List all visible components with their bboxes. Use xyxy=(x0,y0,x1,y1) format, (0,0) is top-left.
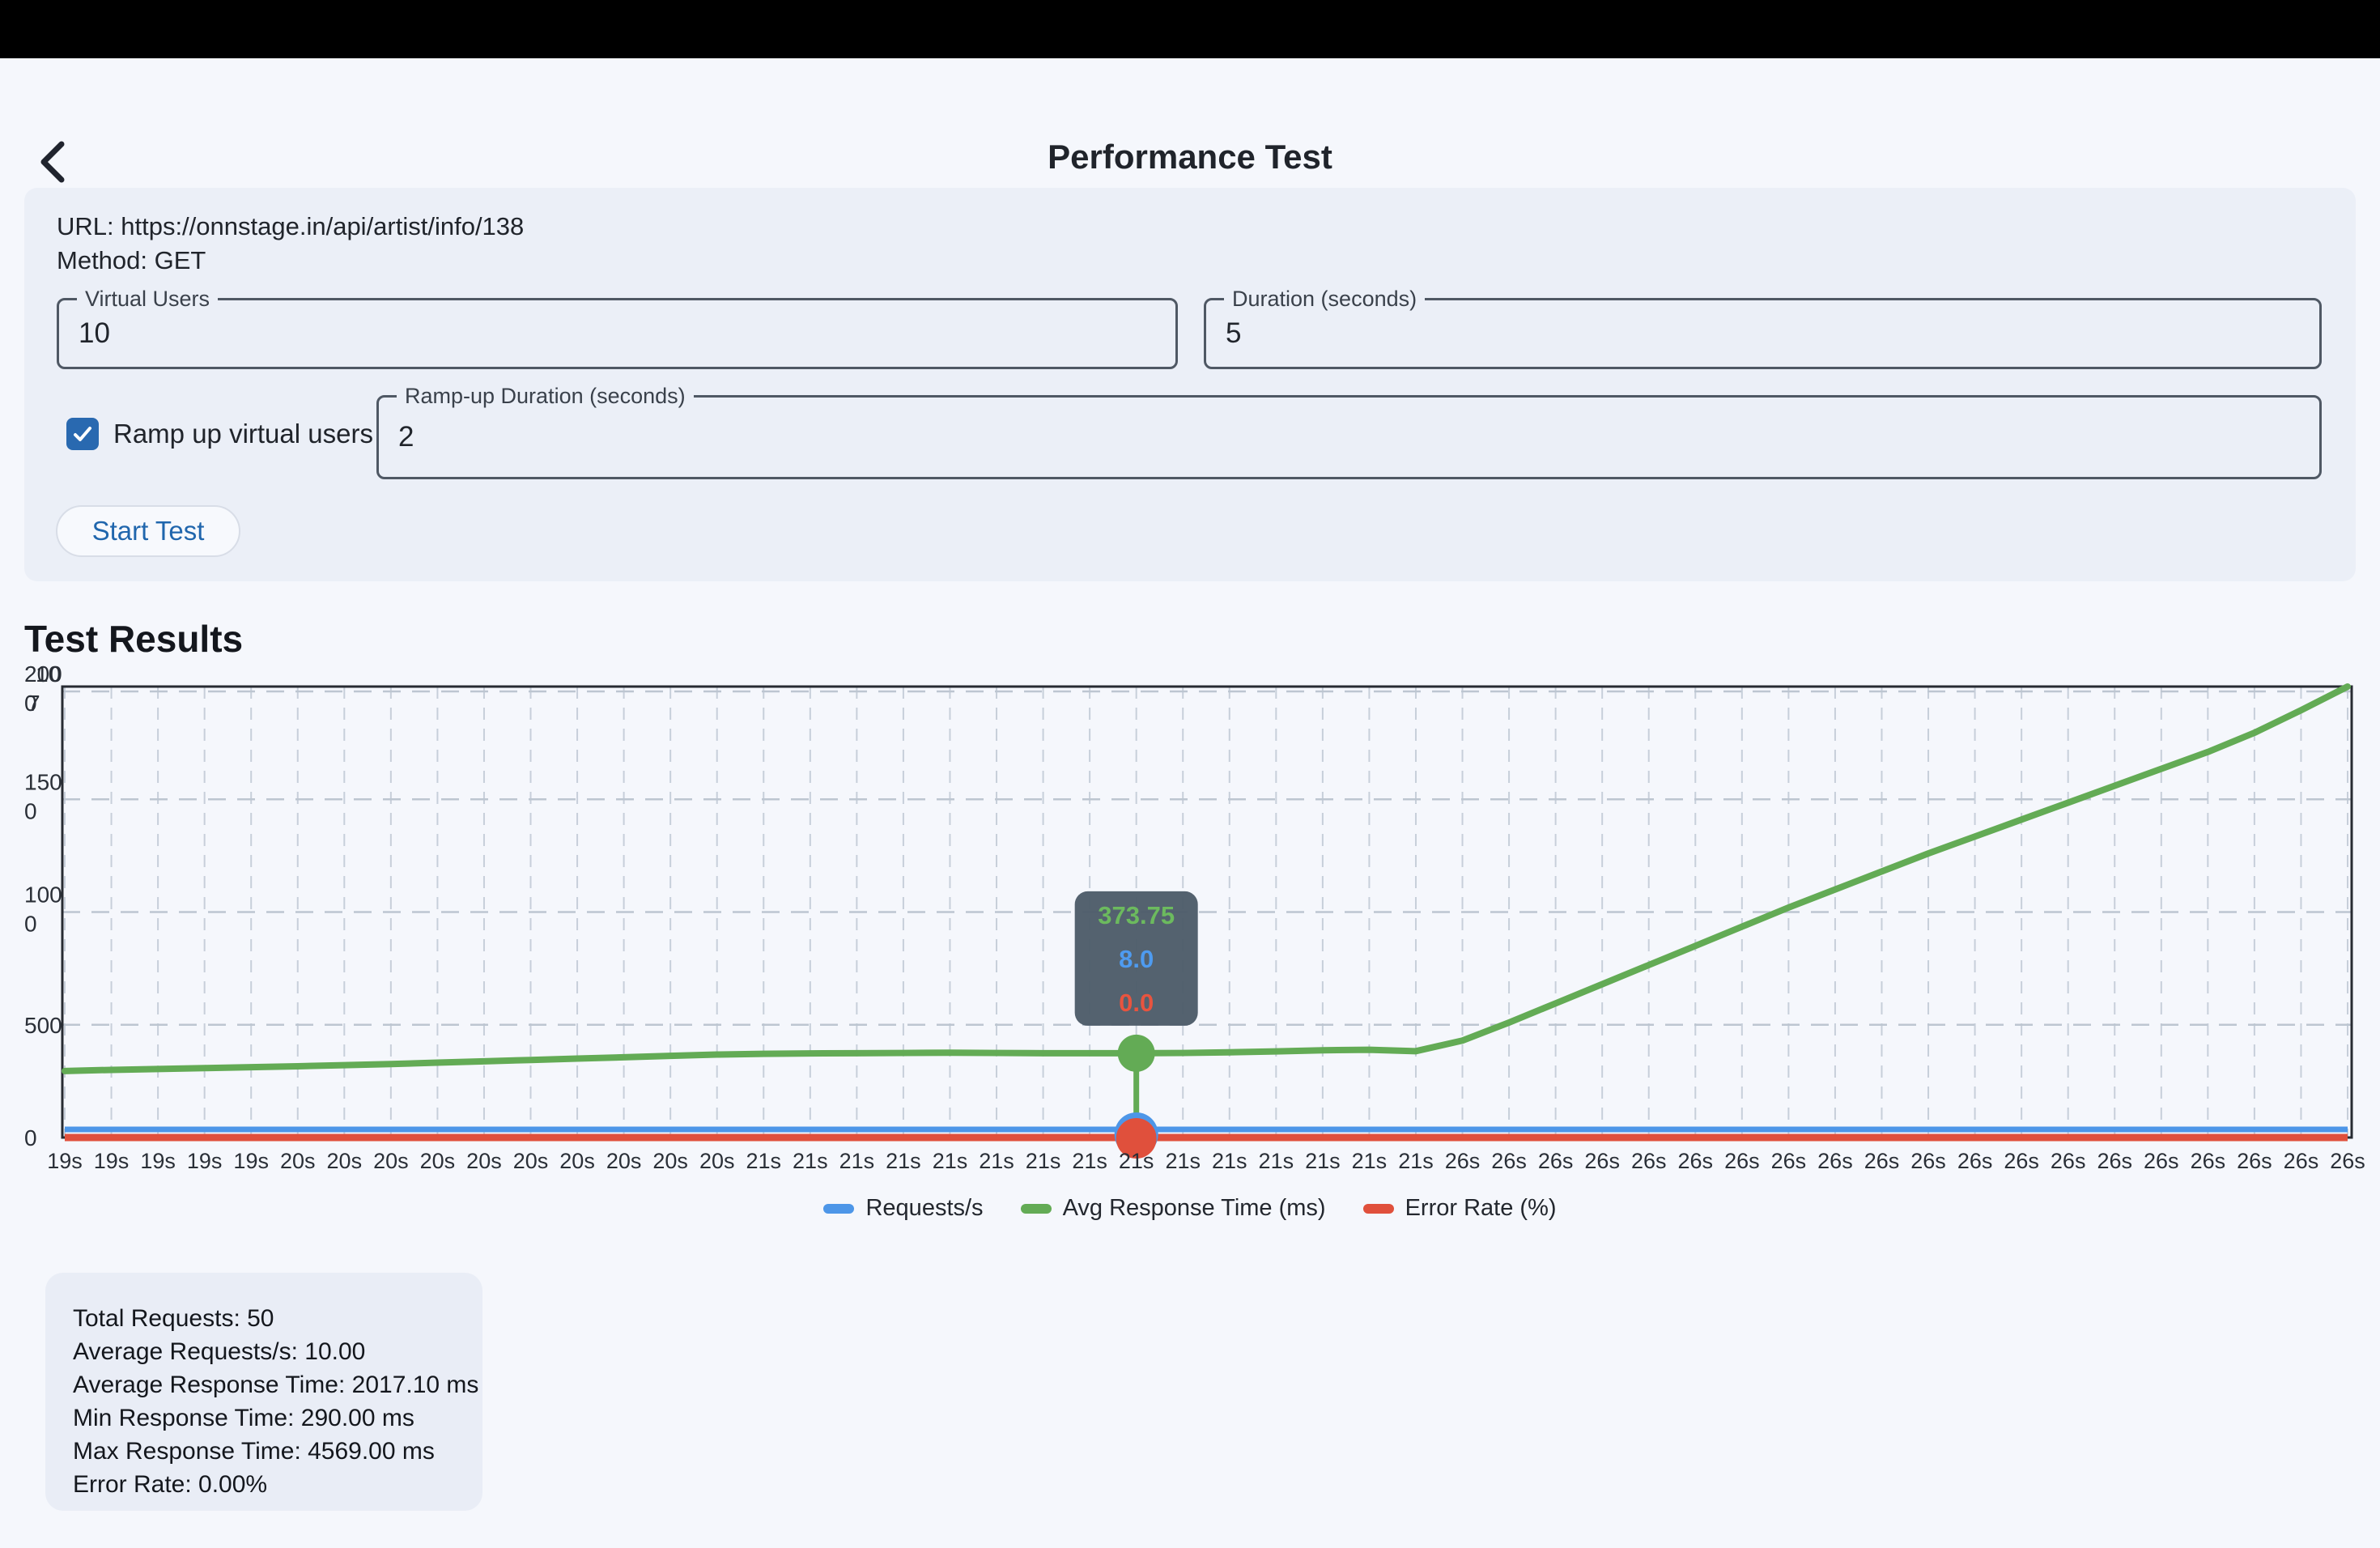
svg-text:0: 0 xyxy=(24,912,37,937)
svg-text:20s: 20s xyxy=(606,1149,642,1173)
svg-text:26s: 26s xyxy=(2004,1149,2039,1173)
svg-text:21s: 21s xyxy=(979,1149,1014,1173)
svg-text:20s: 20s xyxy=(373,1149,409,1173)
duration-input[interactable] xyxy=(1226,300,2300,367)
legend-item-error-rate: Error Rate (%) xyxy=(1362,1195,1557,1222)
total-requests: Total Requests: 50 xyxy=(73,1305,274,1332)
svg-text:20s: 20s xyxy=(327,1149,363,1173)
svg-text:10: 10 xyxy=(36,661,61,687)
chart-legend: Requests/s Avg Response Time (ms) Error … xyxy=(0,1195,2380,1222)
method-text: Method: GET xyxy=(57,246,206,274)
response-time-swatch-icon xyxy=(1020,1203,1052,1214)
svg-text:0.0: 0.0 xyxy=(1119,989,1154,1017)
svg-text:0: 0 xyxy=(24,1125,37,1150)
svg-text:26s: 26s xyxy=(1631,1149,1667,1173)
svg-text:26s: 26s xyxy=(1864,1149,1900,1173)
app-bar: Performance Test xyxy=(0,58,2380,183)
test-summary-box: Total Requests: 50 Average Requests/s: 1… xyxy=(45,1273,482,1511)
svg-text:7: 7 xyxy=(28,691,40,716)
test-config-card: URL: https://onnstage.in/api/artist/info… xyxy=(24,188,2356,581)
svg-text:0: 0 xyxy=(24,798,37,823)
svg-text:21s: 21s xyxy=(933,1149,968,1173)
back-icon[interactable] xyxy=(29,133,81,191)
svg-text:26s: 26s xyxy=(2097,1149,2132,1173)
svg-text:26s: 26s xyxy=(2330,1149,2365,1173)
svg-text:200: 200 xyxy=(24,661,62,687)
svg-text:20s: 20s xyxy=(559,1149,595,1173)
svg-text:21s: 21s xyxy=(1259,1149,1294,1173)
ramp-up-duration-field: Ramp-up Duration (seconds) xyxy=(376,384,2322,479)
svg-text:100: 100 xyxy=(24,882,62,908)
svg-text:21s: 21s xyxy=(1072,1149,1107,1173)
svg-text:8.0: 8.0 xyxy=(1119,945,1154,973)
status-bar xyxy=(0,0,2380,58)
svg-text:20s: 20s xyxy=(513,1149,549,1173)
svg-text:19s: 19s xyxy=(233,1149,269,1173)
svg-text:26s: 26s xyxy=(2191,1149,2226,1173)
svg-text:21s: 21s xyxy=(1212,1149,1247,1173)
start-test-button[interactable]: Start Test xyxy=(56,505,240,557)
svg-text:21s: 21s xyxy=(886,1149,921,1173)
min-response-time: Min Response Time: 290.00 ms xyxy=(73,1405,414,1431)
svg-text:26s: 26s xyxy=(1957,1149,1993,1173)
svg-text:21s: 21s xyxy=(1305,1149,1341,1173)
svg-text:26s: 26s xyxy=(1771,1149,1807,1173)
requests-swatch-icon xyxy=(823,1203,855,1214)
svg-text:20s: 20s xyxy=(280,1149,316,1173)
virtual-users-field: Virtual Users xyxy=(57,287,1178,369)
average-response-time: Average Response Time: 2017.10 ms xyxy=(73,1372,479,1398)
error-rate-swatch-icon xyxy=(1362,1203,1394,1214)
svg-text:19s: 19s xyxy=(140,1149,176,1173)
svg-text:26s: 26s xyxy=(2051,1149,2086,1173)
svg-text:26s: 26s xyxy=(1724,1149,1760,1173)
max-response-time: Max Response Time: 4569.00 ms xyxy=(73,1438,435,1465)
svg-text:26s: 26s xyxy=(1910,1149,1946,1173)
svg-text:373.75: 373.75 xyxy=(1098,901,1175,929)
svg-text:26s: 26s xyxy=(1538,1149,1574,1173)
svg-text:19s: 19s xyxy=(47,1149,83,1173)
svg-text:26s: 26s xyxy=(1445,1149,1481,1173)
virtual-users-input[interactable] xyxy=(79,300,1156,367)
svg-text:21s: 21s xyxy=(746,1149,781,1173)
svg-text:21s: 21s xyxy=(793,1149,828,1173)
svg-text:150: 150 xyxy=(24,769,62,794)
legend-item-response-time: Avg Response Time (ms) xyxy=(1020,1195,1326,1222)
svg-text:21s: 21s xyxy=(839,1149,875,1173)
svg-text:20s: 20s xyxy=(466,1149,502,1173)
url-text: URL: https://onnstage.in/api/artist/info… xyxy=(57,212,525,240)
svg-text:20s: 20s xyxy=(420,1149,456,1173)
svg-text:21s: 21s xyxy=(1026,1149,1061,1173)
svg-text:0: 0 xyxy=(24,691,37,716)
svg-text:26s: 26s xyxy=(2144,1149,2179,1173)
svg-text:19s: 19s xyxy=(94,1149,130,1173)
ramp-up-checkbox-row: Ramp up virtual users xyxy=(66,418,373,450)
svg-text:20s: 20s xyxy=(652,1149,688,1173)
page-title: Performance Test xyxy=(1048,138,1332,176)
svg-text:20s: 20s xyxy=(699,1149,735,1173)
ramp-up-duration-input[interactable] xyxy=(398,398,2300,477)
duration-field: Duration (seconds) xyxy=(1204,287,2322,369)
test-results-heading: Test Results xyxy=(24,618,244,660)
svg-text:26s: 26s xyxy=(2284,1149,2319,1173)
error-rate: Error Rate: 0.00% xyxy=(73,1471,268,1498)
svg-text:26s: 26s xyxy=(1678,1149,1714,1173)
virtual-users-label: Virtual Users xyxy=(77,287,219,312)
svg-text:26s: 26s xyxy=(1817,1149,1853,1173)
check-icon xyxy=(74,427,91,441)
average-requests: Average Requests/s: 10.00 xyxy=(73,1338,366,1365)
ramp-up-checkbox[interactable] xyxy=(66,418,99,450)
svg-text:26s: 26s xyxy=(2237,1149,2272,1173)
svg-text:19s: 19s xyxy=(187,1149,223,1173)
svg-text:21s: 21s xyxy=(1352,1149,1388,1173)
svg-text:26s: 26s xyxy=(1584,1149,1620,1173)
svg-text:21s: 21s xyxy=(1165,1149,1201,1173)
svg-text:26s: 26s xyxy=(1491,1149,1527,1173)
ramp-up-checkbox-label: Ramp up virtual users xyxy=(113,419,373,449)
svg-text:21s: 21s xyxy=(1119,1149,1154,1173)
svg-text:500: 500 xyxy=(24,1013,62,1038)
svg-text:21s: 21s xyxy=(1398,1149,1434,1173)
legend-item-requests: Requests/s xyxy=(823,1195,984,1222)
